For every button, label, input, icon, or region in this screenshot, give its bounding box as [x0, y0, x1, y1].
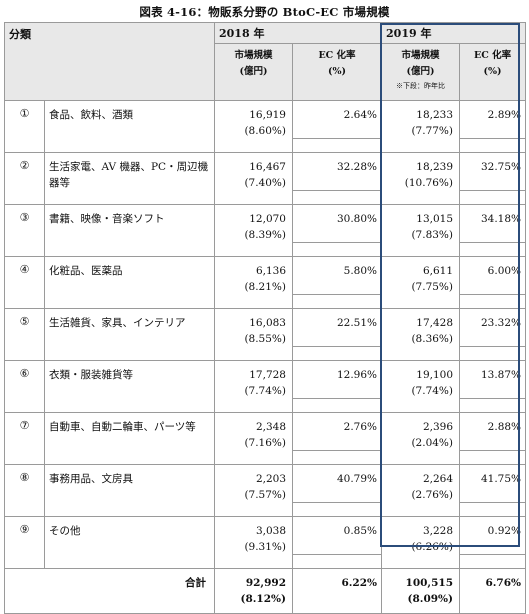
ec-rate-2018: 22.51%: [291, 308, 383, 347]
header-market-size-2018: 市場規模 (億円): [214, 43, 293, 101]
total-size-2018: 92,992 (8.12%): [214, 568, 293, 614]
category-name: その他: [44, 516, 215, 569]
table-row: ① 食品、飲料、酒類 16,919 (8.60%) 2.64% 18,233 (7.77%)…: [4, 100, 527, 153]
table-row: ⑦ 自動車、自動二輪車、パーツ等 2,348 (7.16%) 2.76% 2,396 (2.…: [4, 412, 527, 465]
header-market-size-2019: 市場規模 (億円) ※下段：昨年比: [381, 43, 461, 101]
market-size-2018: 16,467 (7.40%): [214, 152, 293, 205]
ec-rate-2018: 30.80%: [291, 204, 383, 243]
category-name: 書籍、映像・音楽ソフト: [44, 204, 215, 257]
ec-rate-2018: 12.96%: [291, 360, 383, 399]
market-size-2019: 18,233 (7.77%): [381, 100, 461, 153]
filler-cell: [459, 242, 527, 257]
header-note: ※下段：昨年比: [396, 82, 446, 90]
market-size-2018: 16,083 (8.55%): [214, 308, 293, 361]
table-body: ① 食品、飲料、酒類 16,919 (8.60%) 2.64% 18,233 (7.77%)…: [4, 100, 527, 569]
market-size-2018: 12,070 (8.39%): [214, 204, 293, 257]
ec-rate-2019: 32.75%: [459, 152, 527, 191]
row-number: ③: [4, 204, 45, 257]
ec-rate-2019: 23.32%: [459, 308, 527, 347]
filler-cell: [291, 190, 383, 205]
ec-rate-2019: 41.75%: [459, 464, 527, 503]
ec-rate-2018: 0.85%: [291, 516, 383, 555]
row-number: ⑥: [4, 360, 45, 413]
ec-rate-2019: 34.18%: [459, 204, 527, 243]
market-size-2018: 6,136 (8.21%): [214, 256, 293, 309]
table-row: ⑨ その他 3,038 (9.31%) 0.85% 3,228 (6.26%) 0.92%: [4, 516, 527, 569]
row-number: ⑧: [4, 464, 45, 517]
category-name: 生活雑貨、家具、インテリア: [44, 308, 215, 361]
total-label: 合計: [4, 568, 215, 614]
ec-rate-2018: 40.79%: [291, 464, 383, 503]
filler-cell: [291, 450, 383, 465]
market-size-2019: 2,396 (2.04%): [381, 412, 461, 465]
filler-cell: [291, 294, 383, 309]
header-year-2018: 2018 年: [213, 22, 383, 44]
total-size-2019: 100,515 (8.09%): [381, 568, 461, 614]
table-row: ⑥ 衣類・服装雑貨等 17,728 (7.74%) 12.96% 19,100 (7.74%…: [4, 360, 527, 413]
market-size-2019: 6,611 (7.75%): [381, 256, 461, 309]
market-size-2018: 3,038 (9.31%): [214, 516, 293, 569]
market-size-2018: 2,348 (7.16%): [214, 412, 293, 465]
filler-cell: [459, 450, 527, 465]
filler-cell: [291, 138, 383, 153]
header-category: 分類: [4, 22, 215, 101]
market-size-2018: 2,203 (7.57%): [214, 464, 293, 517]
market-size-2019: 2,264 (2.76%): [381, 464, 461, 517]
filler-cell: [291, 398, 383, 413]
category-name: 事務用品、文房具: [44, 464, 215, 517]
header-ec-rate-2019: EC 化率 (%): [459, 43, 527, 101]
filler-cell: [459, 398, 527, 413]
table-row: ⑧ 事務用品、文房具 2,203 (7.57%) 40.79% 2,264 (2.76%) 4…: [4, 464, 527, 517]
total-ec-rate-2019: 6.76%: [459, 568, 527, 614]
table-row: ② 生活家電、AV 機器、PC・周辺機器等 16,467 (7.40%) 32.28% 1…: [4, 152, 527, 205]
ec-rate-2019: 2.89%: [459, 100, 527, 139]
filler-cell: [291, 346, 383, 361]
category-name: 自動車、自動二輪車、パーツ等: [44, 412, 215, 465]
ec-rate-2018: 2.76%: [291, 412, 383, 451]
market-size-2019: 13,015 (7.83%): [381, 204, 461, 257]
filler-cell: [459, 346, 527, 361]
table-row: ⑤ 生活雑貨、家具、インテリア 16,083 (8.55%) 22.51% 17,428(…: [4, 308, 527, 361]
filler-cell: [459, 502, 527, 517]
filler-cell: [459, 190, 527, 205]
filler-cell: [291, 502, 383, 517]
row-number: ⑨: [4, 516, 45, 569]
header-year-2019: 2019 年: [381, 22, 527, 44]
ec-rate-2019: 13.87%: [459, 360, 527, 399]
ec-rate-2018: 32.28%: [291, 152, 383, 191]
figure-title: 図表 4-16：物販系分野の BtoC-EC 市場規模: [139, 5, 390, 19]
row-number: ②: [4, 152, 45, 205]
header-ec-rate-2018: EC 化率 (%): [291, 43, 383, 101]
row-number: ④: [4, 256, 45, 309]
ec-rate-2018: 5.80%: [291, 256, 383, 295]
market-size-table: 分類 2018 年 2019 年 市場規模 (億円) EC 化率 (%) 市場規模(…: [4, 22, 527, 614]
filler-cell: [291, 554, 383, 569]
category-name: 食品、飲料、酒類: [44, 100, 215, 153]
filler-cell: [459, 138, 527, 153]
filler-cell: [459, 554, 527, 569]
category-name: 衣類・服装雑貨等: [44, 360, 215, 413]
row-number: ①: [4, 100, 45, 153]
filler-cell: [459, 294, 527, 309]
market-size-2019: 3,228 (6.26%): [381, 516, 461, 569]
market-size-2018: 17,728 (7.74%): [214, 360, 293, 413]
filler-cell: [291, 242, 383, 257]
row-number: ⑦: [4, 412, 45, 465]
category-name: 化粧品、医薬品: [44, 256, 215, 309]
category-name: 生活家電、AV 機器、PC・周辺機器等: [44, 152, 215, 205]
row-number: ⑤: [4, 308, 45, 361]
market-size-2019: 19,100 (7.74%): [381, 360, 461, 413]
market-size-2018: 16,919 (8.60%): [214, 100, 293, 153]
market-size-2019: 17,428 (8.36%): [381, 308, 461, 361]
ec-rate-2018: 2.64%: [291, 100, 383, 139]
table-row: ③ 書籍、映像・音楽ソフト 12,070 (8.39%) 30.80% 13,015 (7.…: [4, 204, 527, 257]
market-size-2019: 18,239 (10.76%): [381, 152, 461, 205]
ec-rate-2019: 6.00%: [459, 256, 527, 295]
table-row: ④ 化粧品、医薬品 6,136 (8.21%) 5.80% 6,611 (7.75%) 6.0…: [4, 256, 527, 309]
total-ec-rate-2018: 6.22%: [291, 568, 383, 614]
ec-rate-2019: 0.92%: [459, 516, 527, 555]
ec-rate-2019: 2.88%: [459, 412, 527, 451]
total-row: 合計 92,992 (8.12%) 6.22% 100,515 (8.09%) 6.…: [4, 568, 527, 614]
